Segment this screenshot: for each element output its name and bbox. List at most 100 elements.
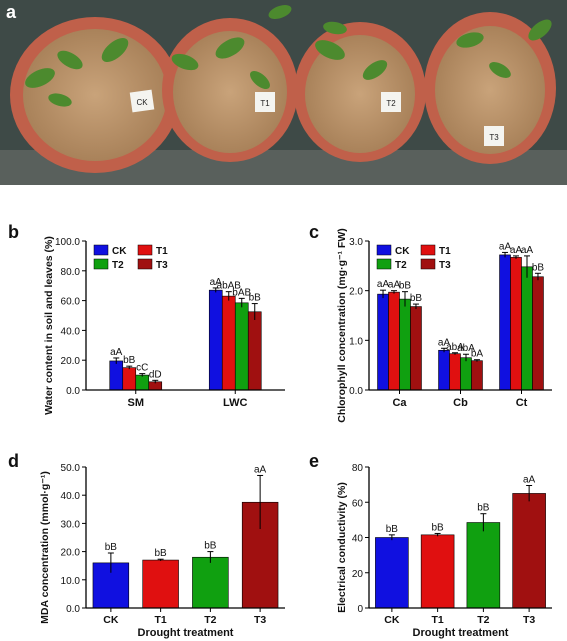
x-tick-label: Ct xyxy=(516,397,528,409)
significance-label: abAB xyxy=(217,281,242,292)
significance-label: aA xyxy=(510,245,523,256)
y-tick-label: 30.0 xyxy=(61,519,81,530)
pot-t3 xyxy=(424,12,556,164)
y-tick-label: 2.0 xyxy=(349,287,363,298)
pot-t1 xyxy=(162,18,298,162)
significance-label: abA xyxy=(457,343,475,354)
bar-t2 xyxy=(399,298,411,391)
bar-ck xyxy=(375,537,409,609)
legend-label: CK xyxy=(112,246,127,257)
bar-t2 xyxy=(521,266,533,391)
significance-label: bB xyxy=(123,355,136,366)
pot-tags: CK T1 T2 T3 xyxy=(129,89,504,146)
legend-swatch xyxy=(93,244,109,256)
significance-label: dD xyxy=(149,369,162,380)
significance-label: aA xyxy=(523,475,536,486)
y-axis-label: Water content in soil and leaves (%) xyxy=(43,236,55,415)
significance-label: bB xyxy=(410,293,423,304)
panel-label-b: b xyxy=(8,222,19,242)
y-tick-label: 20.0 xyxy=(61,356,81,367)
x-tick-label: T2 xyxy=(204,614,216,626)
x-tick-label: Ca xyxy=(392,397,407,409)
y-tick-label: 60.0 xyxy=(61,297,81,308)
bar-ck xyxy=(377,293,389,391)
significance-label: bB xyxy=(155,548,168,559)
significance-label: bAB xyxy=(232,287,251,298)
y-tick-label: 40 xyxy=(352,534,364,545)
significance-label: aA xyxy=(438,337,451,348)
legend-label: T3 xyxy=(439,260,451,271)
x-tick-label: Cb xyxy=(453,397,468,409)
y-tick-label: 20 xyxy=(352,569,364,580)
x-tick-label: SM xyxy=(128,397,145,409)
bar-t3 xyxy=(247,311,262,391)
legend-label: T1 xyxy=(156,246,168,257)
bar-t1 xyxy=(510,257,522,391)
pot-tag-t3: T3 xyxy=(489,133,499,142)
legend-label: T2 xyxy=(112,260,124,271)
significance-label: abA xyxy=(446,342,464,353)
bar-t3 xyxy=(410,306,422,391)
bar-t2 xyxy=(135,374,150,391)
pot-ck xyxy=(10,17,180,173)
charts-area: b Water content in soil and leaves (%) 0.0… xyxy=(8,222,552,639)
panel-label-a: a xyxy=(6,2,17,22)
legend-label: CK xyxy=(395,246,410,257)
y-axis-label: Chlorophyll concentration (mg·g⁻¹ FW) xyxy=(336,228,348,423)
x-axis-label: Drought treatment xyxy=(413,627,509,639)
significance-label: bB xyxy=(386,524,399,535)
pot-tag-t1: T1 xyxy=(260,99,270,108)
legend-swatch xyxy=(420,244,436,256)
panel-label-e: e xyxy=(309,451,319,471)
significance-label: bB xyxy=(204,541,217,552)
significance-label: bB xyxy=(105,542,118,553)
bar-t1 xyxy=(142,559,179,609)
bar-t2 xyxy=(460,357,472,391)
bar-t3 xyxy=(512,493,546,609)
x-tick-label: T3 xyxy=(254,614,266,626)
legend-label: T3 xyxy=(156,260,168,271)
significance-label: bB xyxy=(249,293,262,304)
pot-t2 xyxy=(294,22,426,162)
y-tick-label: 0.0 xyxy=(66,604,80,615)
y-tick-label: 0.0 xyxy=(66,386,80,397)
y-tick-label: 3.0 xyxy=(349,237,363,248)
x-tick-label: CK xyxy=(384,614,400,626)
significance-label: bA xyxy=(471,349,484,360)
legend-swatch xyxy=(420,258,436,270)
significance-label: aA xyxy=(521,245,534,256)
significance-label: aA xyxy=(377,279,390,290)
bar-t1 xyxy=(122,367,137,391)
panel-label-d: d xyxy=(8,451,19,471)
legend-swatch xyxy=(93,258,109,270)
bar-t1 xyxy=(221,295,236,391)
significance-label: bB xyxy=(432,522,445,533)
legend-swatch xyxy=(376,244,392,256)
significance-label: bB xyxy=(477,503,490,514)
bar-t2 xyxy=(234,302,249,391)
bar-t1 xyxy=(420,534,455,609)
y-tick-label: 80 xyxy=(352,463,364,474)
bar-ck xyxy=(109,360,124,391)
y-tick-label: 80.0 xyxy=(61,267,81,278)
y-tick-label: 20.0 xyxy=(61,548,81,559)
legend-label: T2 xyxy=(395,260,407,271)
legend-label: T1 xyxy=(439,246,451,257)
x-tick-label: LWC xyxy=(223,397,247,409)
x-axis-label: Drought treatment xyxy=(138,627,234,639)
bar-t2 xyxy=(466,522,501,609)
y-tick-label: 0.0 xyxy=(349,386,363,397)
bar-ck xyxy=(499,254,511,391)
significance-label: bB xyxy=(399,281,412,292)
significance-label: aA xyxy=(110,347,123,358)
significance-label: aA xyxy=(388,280,401,291)
y-axis-label: Electrical conductivity (%) xyxy=(336,482,348,613)
significance-label: aA xyxy=(499,241,512,252)
y-tick-label: 1.0 xyxy=(349,336,363,347)
x-tick-label: T1 xyxy=(431,614,443,626)
bar-t3 xyxy=(532,276,544,391)
significance-label: bB xyxy=(532,262,545,273)
legend-swatch xyxy=(137,258,153,270)
bar-ck xyxy=(208,289,223,391)
panel-label-c: c xyxy=(309,222,319,242)
